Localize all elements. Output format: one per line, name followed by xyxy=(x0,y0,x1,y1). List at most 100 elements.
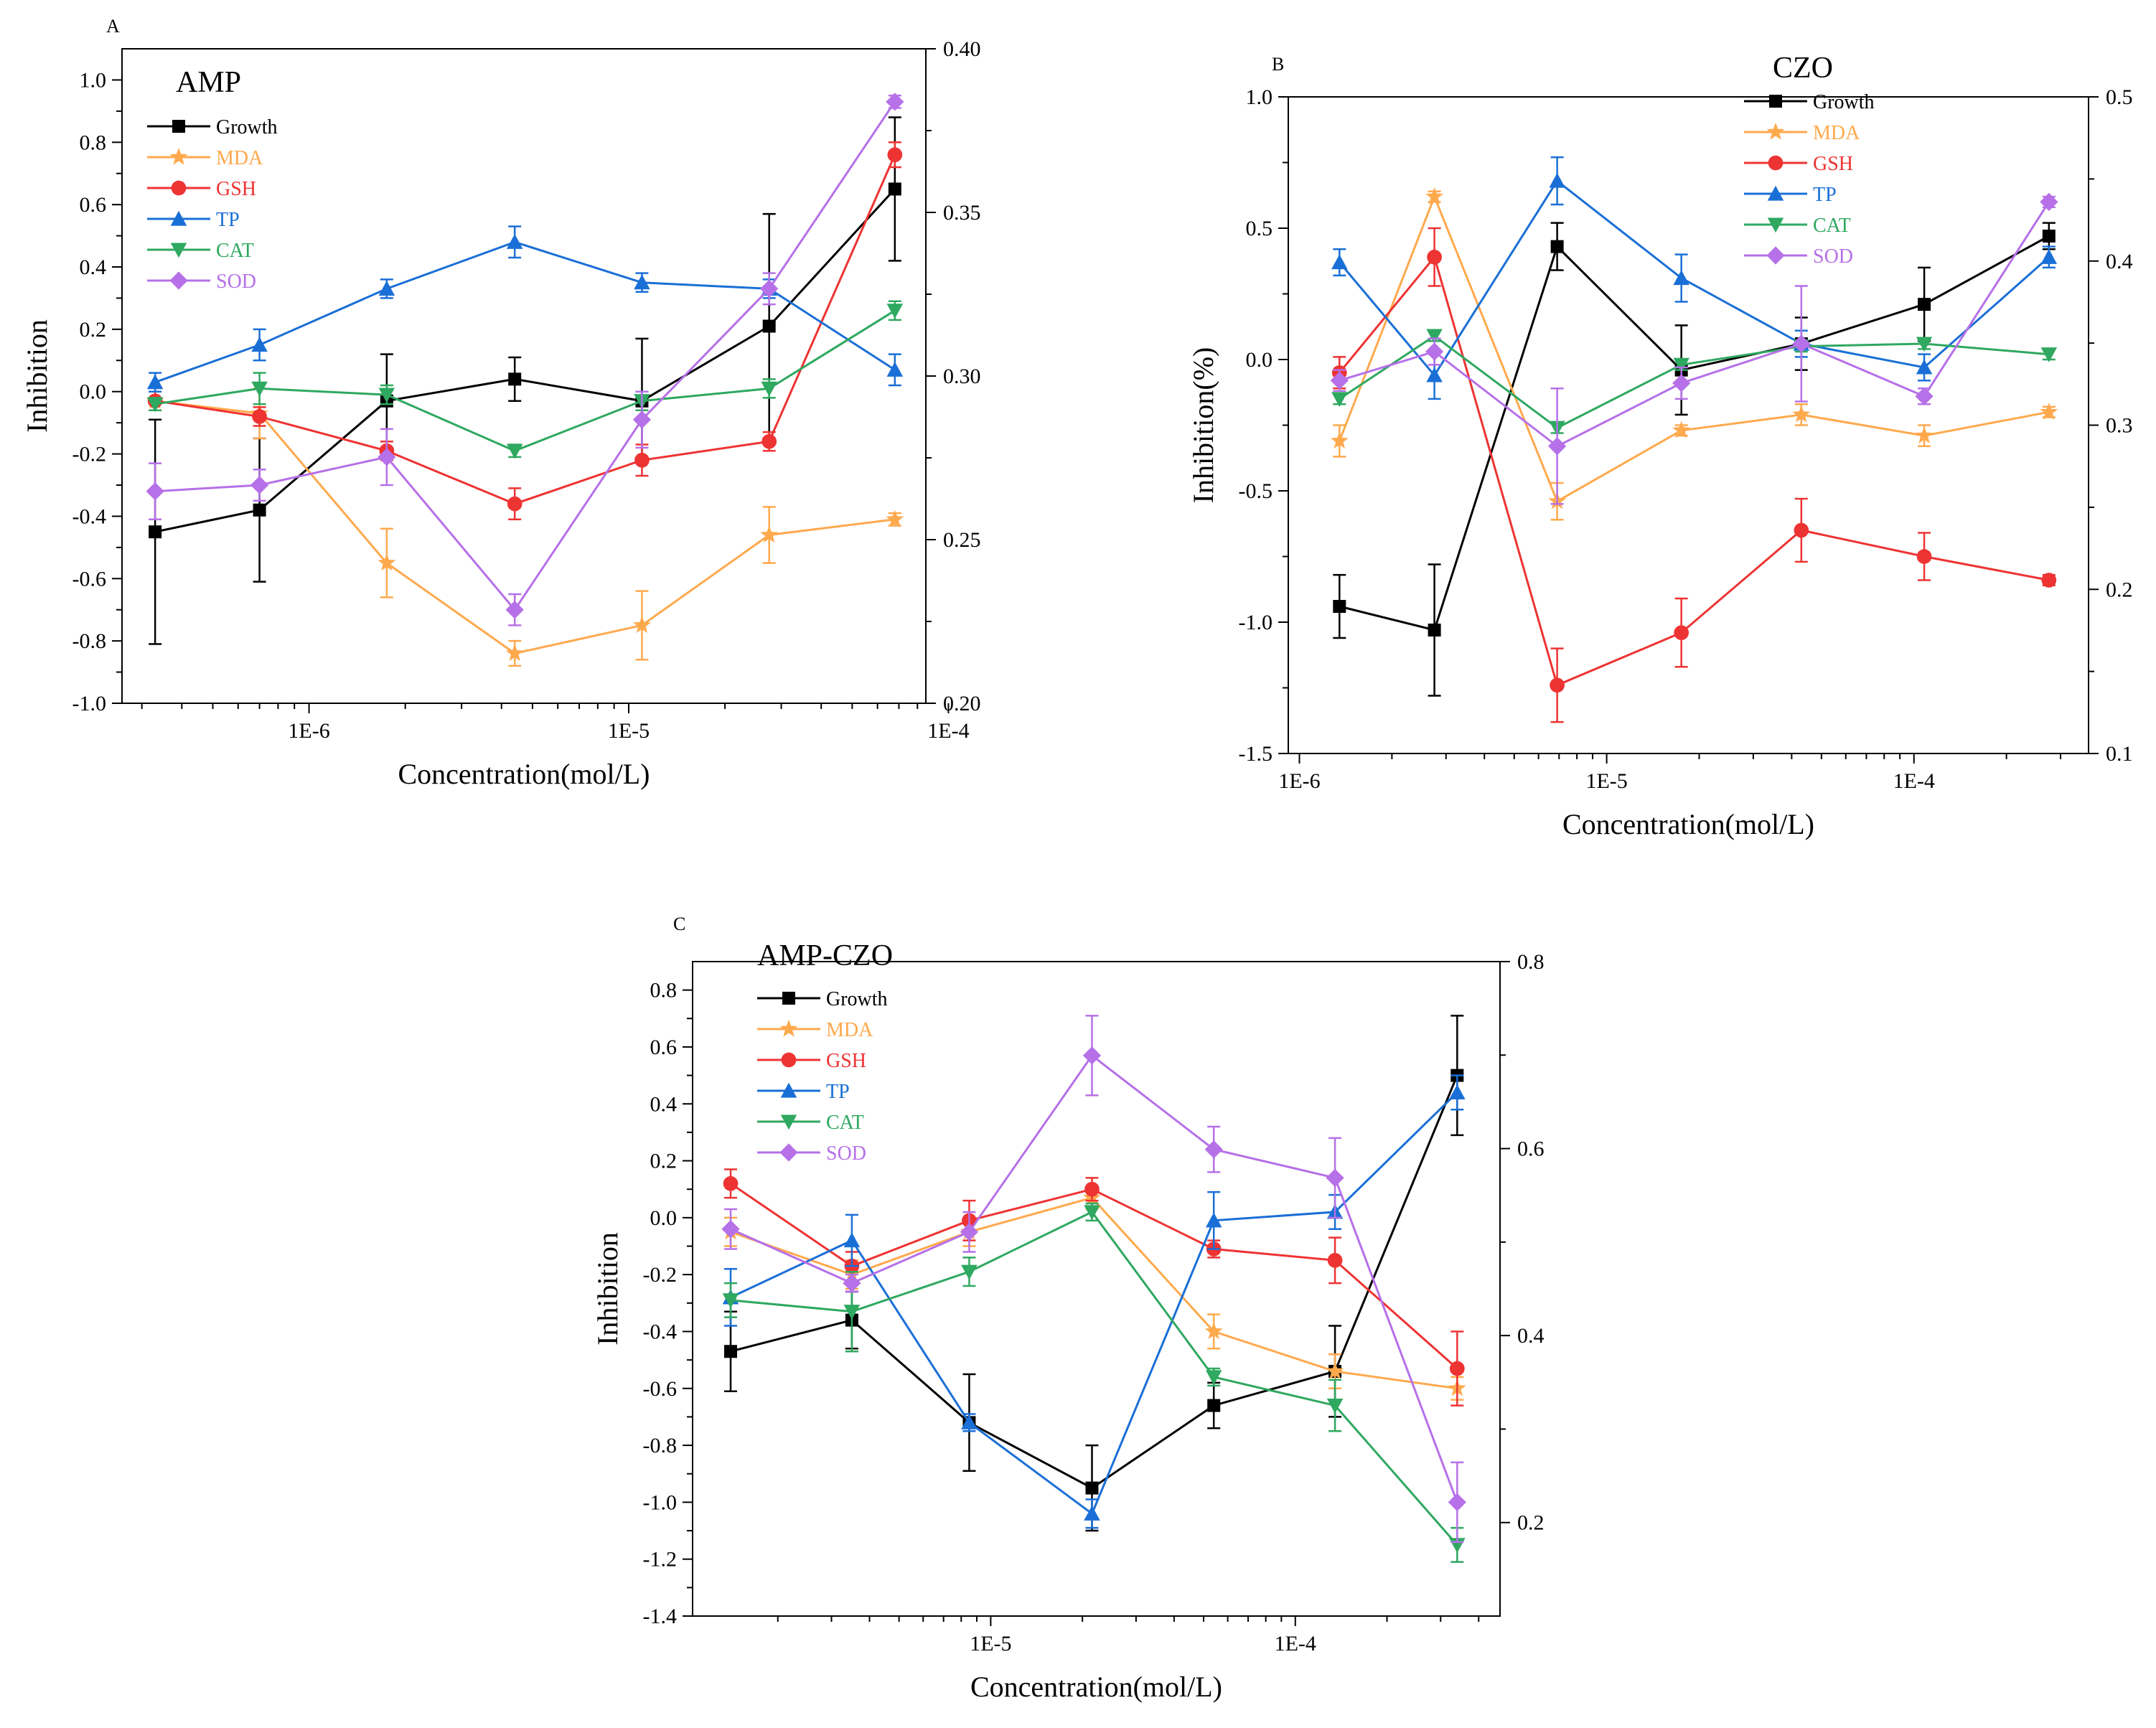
data-point xyxy=(146,482,164,501)
series-line xyxy=(730,1211,1458,1546)
legend-label: Growth xyxy=(1813,91,1875,113)
data-point xyxy=(1084,1205,1100,1221)
panel-letter: C xyxy=(673,914,685,934)
y-right-tick-label: 0.25 xyxy=(943,528,981,552)
data-point xyxy=(886,304,904,319)
data-point xyxy=(1331,392,1348,408)
data-point xyxy=(1204,1140,1223,1159)
series-sod: SOD xyxy=(146,93,904,626)
data-point xyxy=(761,381,777,397)
data-point xyxy=(1425,342,1444,361)
legend-marker xyxy=(169,147,188,165)
data-point xyxy=(961,1264,978,1280)
data-point xyxy=(1549,172,1565,188)
y-right-tick-label: 0.3 xyxy=(2106,414,2133,438)
data-point xyxy=(506,234,523,249)
data-point xyxy=(1915,387,1934,405)
series-sod: SOD xyxy=(721,1015,1466,1544)
data-point xyxy=(250,476,269,494)
data-point xyxy=(1326,1361,1344,1379)
legend-marker xyxy=(782,992,795,1005)
data-point xyxy=(634,274,650,290)
data-point xyxy=(960,1223,979,1241)
data-point xyxy=(1672,421,1691,438)
data-point xyxy=(1326,1399,1344,1414)
data-point xyxy=(633,616,651,633)
legend-label: GSH xyxy=(1813,153,1853,175)
data-point xyxy=(1916,337,1933,352)
data-point xyxy=(1426,367,1443,382)
y-tick-label: 0.2 xyxy=(80,318,107,342)
legend-label: TP xyxy=(1813,184,1837,206)
panel-letter: B xyxy=(1272,54,1284,75)
data-point xyxy=(886,510,904,527)
data-point xyxy=(1449,1084,1466,1099)
panel-b: B CZO 1.0 0.5 0.0 -0.5 -1.0 -1.5 0.5 0.4 0.3 0.2 0.1… xyxy=(1187,52,2133,840)
x-tick-label: 1E-4 xyxy=(1893,769,1935,793)
data-point xyxy=(843,1305,861,1320)
legend-marker xyxy=(781,1052,797,1068)
data-point xyxy=(378,388,395,403)
data-point xyxy=(1674,625,1689,640)
data-point xyxy=(1426,329,1443,344)
y-tick-label: 0.2 xyxy=(650,1150,678,1173)
series-line xyxy=(1339,334,2049,429)
data-point xyxy=(1204,1322,1223,1339)
y-right-tick-label: 0.30 xyxy=(943,365,981,388)
y-tick-label: 1.0 xyxy=(1246,85,1273,109)
series-sod: SOD xyxy=(1330,192,2058,505)
panel-letter: A xyxy=(106,16,120,37)
data-point xyxy=(721,1220,740,1239)
y-tick-label: 1.0 xyxy=(80,68,107,92)
series-line xyxy=(730,1075,1458,1490)
x-axis-title: Concentration(mol/L) xyxy=(970,1671,1222,1703)
legend-label: SOD xyxy=(216,271,256,293)
y-tick-label: 0.0 xyxy=(1246,348,1273,372)
y-right-tick-label: 0.40 xyxy=(943,37,981,61)
series-cat: CAT xyxy=(1331,215,2058,436)
y-tick-label: -0.4 xyxy=(643,1320,678,1343)
data-point xyxy=(1792,334,1811,353)
data-point xyxy=(1673,357,1689,373)
x-axis-title: Concentration(mol/L) xyxy=(1562,808,1814,840)
data-point xyxy=(1794,522,1809,538)
series-line xyxy=(730,1196,1458,1390)
data-point xyxy=(505,601,524,619)
chart-title: AMP xyxy=(176,66,241,99)
data-point xyxy=(2041,573,2057,588)
y-right-tick-label: 0.35 xyxy=(943,201,981,225)
data-point xyxy=(378,281,395,296)
data-point xyxy=(1330,431,1349,449)
x-tick-label: 1E-5 xyxy=(970,1632,1011,1656)
data-point xyxy=(1449,1361,1465,1376)
data-point xyxy=(505,644,524,662)
plot-frame xyxy=(1288,96,2089,754)
legend-label: GSH xyxy=(216,178,256,200)
legend-marker xyxy=(170,210,187,226)
y-tick-label: -1.2 xyxy=(643,1548,678,1572)
x-tick-label: 1E-6 xyxy=(1278,769,1320,793)
chart-title: CZO xyxy=(1773,52,1833,85)
y-tick-label: -0.4 xyxy=(72,504,107,528)
series-line xyxy=(1339,201,2050,448)
data-point xyxy=(1207,1399,1221,1412)
y-tick-label: 0.6 xyxy=(650,1036,678,1059)
y-tick-label: -0.8 xyxy=(72,629,107,653)
data-point xyxy=(886,362,904,377)
y-tick-label: -0.5 xyxy=(1239,479,1273,503)
data-point xyxy=(2040,347,2058,362)
legend-label: SOD xyxy=(1813,245,1853,268)
series-line xyxy=(154,240,896,384)
y-tick-label: -0.6 xyxy=(643,1377,678,1401)
y-tick-label: 0.5 xyxy=(1246,217,1273,240)
data-point xyxy=(1672,374,1691,393)
x-tick-label: 1E-5 xyxy=(608,719,650,743)
data-point xyxy=(1548,437,1567,456)
chart-title: AMP-CZO xyxy=(757,939,893,972)
data-point xyxy=(252,409,267,424)
data-point xyxy=(378,448,396,466)
series-growth: Growth xyxy=(1333,91,2056,697)
x-tick-label: 1E-4 xyxy=(1275,1632,1316,1656)
legend-label: MDA xyxy=(826,1019,873,1041)
